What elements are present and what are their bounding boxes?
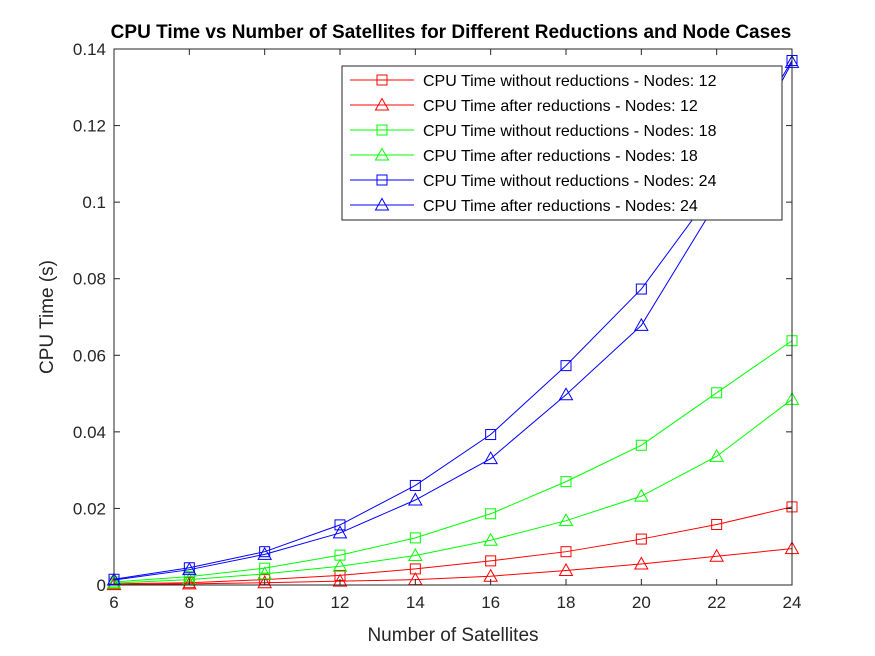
data-point xyxy=(560,546,572,558)
y-tick-label: 0.08 xyxy=(73,270,106,289)
legend-label: CPU Time without reductions - Nodes: 24 xyxy=(423,173,717,190)
legend-label: CPU Time without reductions - Nodes: 12 xyxy=(423,73,717,90)
series-line xyxy=(113,62,793,581)
x-tick-label: 18 xyxy=(557,593,576,612)
x-tick-label: 6 xyxy=(109,593,118,612)
series-1 xyxy=(108,501,798,590)
data-point xyxy=(560,360,572,372)
data-point xyxy=(332,573,348,587)
data-point xyxy=(633,488,649,502)
legend-label: CPU Time after reductions - Nodes: 12 xyxy=(423,98,698,115)
data-point xyxy=(635,283,647,295)
data-point xyxy=(334,519,346,531)
legend-marker xyxy=(374,97,390,111)
tick-layer: 6 8 10 12 14 16 18 20 22 24 0 0.02 0.04 0.06 0.08 0.1 0.… xyxy=(73,40,802,612)
legend-label: CPU Time after reductions - Nodes: 24 xyxy=(423,198,698,215)
data-point xyxy=(485,429,497,441)
legend-label: CPU Time without reductions - Nodes: 18 xyxy=(423,123,717,140)
y-tick-label: 0.12 xyxy=(73,117,106,136)
legend: CPU Time without reductions - Nodes: 12 C… xyxy=(341,65,783,221)
data-point xyxy=(635,533,647,545)
data-point xyxy=(259,562,271,574)
y-tick-label: 0.02 xyxy=(73,499,106,518)
data-point xyxy=(711,387,723,399)
data-point xyxy=(635,439,647,451)
series-line xyxy=(113,340,793,583)
data-point xyxy=(259,546,271,558)
data-point xyxy=(483,532,499,546)
data-point xyxy=(106,575,122,589)
series-line xyxy=(113,548,793,586)
x-tick-label: 14 xyxy=(406,593,425,612)
data-point xyxy=(409,479,421,491)
legend-item: CPU Time after reductions - Nodes: 24 xyxy=(350,197,698,215)
legend-label: CPU Time after reductions - Nodes: 18 xyxy=(423,148,698,165)
legend-item: CPU Time after reductions - Nodes: 18 xyxy=(350,147,698,165)
x-tick-label: 10 xyxy=(255,593,274,612)
y-tick-label: 0 xyxy=(97,576,106,595)
legend-marker xyxy=(374,147,390,161)
y-tick-label: 0.14 xyxy=(73,40,106,59)
plot-frame xyxy=(113,48,793,586)
x-tick-label: 20 xyxy=(632,593,651,612)
series-line xyxy=(113,60,793,580)
legend-item: CPU Time after reductions - Nodes: 12 xyxy=(350,97,698,115)
x-tick-label: 12 xyxy=(331,593,350,612)
x-tick-label: 8 xyxy=(185,593,194,612)
legend-marker xyxy=(376,124,388,136)
data-point xyxy=(409,532,421,544)
data-point xyxy=(181,562,197,576)
legend-item: CPU Time without reductions - Nodes: 12 xyxy=(350,73,717,90)
series-line xyxy=(113,506,793,585)
legend-marker xyxy=(376,74,388,86)
data-point xyxy=(485,555,497,567)
y-tick-label: 0.1 xyxy=(82,193,106,212)
data-point xyxy=(558,387,574,401)
data-point xyxy=(257,575,273,589)
data-point xyxy=(709,548,725,562)
data-point xyxy=(332,525,348,539)
data-point xyxy=(257,546,273,560)
series-5 xyxy=(108,54,798,585)
data-point xyxy=(407,548,423,562)
data-point xyxy=(558,513,574,527)
data-point xyxy=(633,556,649,570)
y-tick-label: 0.04 xyxy=(73,423,106,442)
data-point xyxy=(483,451,499,465)
x-tick-label: 24 xyxy=(783,593,802,612)
data-point xyxy=(709,448,725,462)
series-4 xyxy=(106,391,800,589)
x-tick-label: 16 xyxy=(481,593,500,612)
legend-box xyxy=(341,65,783,221)
legend-item: CPU Time without reductions - Nodes: 24 xyxy=(350,173,717,190)
data-point xyxy=(633,317,649,331)
y-axis-label: CPU Time (s) xyxy=(37,260,58,374)
x-tick-label: 22 xyxy=(707,593,726,612)
legend-item: CPU Time without reductions - Nodes: 18 xyxy=(350,123,717,140)
data-point xyxy=(407,492,423,506)
data-point xyxy=(560,476,572,488)
data-point xyxy=(257,566,273,580)
legend-marker xyxy=(374,197,390,211)
legend-marker xyxy=(376,174,388,186)
data-point xyxy=(711,519,723,531)
x-axis-label: Number of Satellites xyxy=(367,625,538,646)
data-point xyxy=(332,558,348,572)
y-tick-label: 0.06 xyxy=(73,346,106,365)
data-point xyxy=(485,508,497,520)
series-line xyxy=(113,398,793,584)
data-point xyxy=(558,562,574,576)
data-point xyxy=(181,576,197,590)
chart-title: CPU Time vs Number of Satellites for Dif… xyxy=(111,22,792,43)
